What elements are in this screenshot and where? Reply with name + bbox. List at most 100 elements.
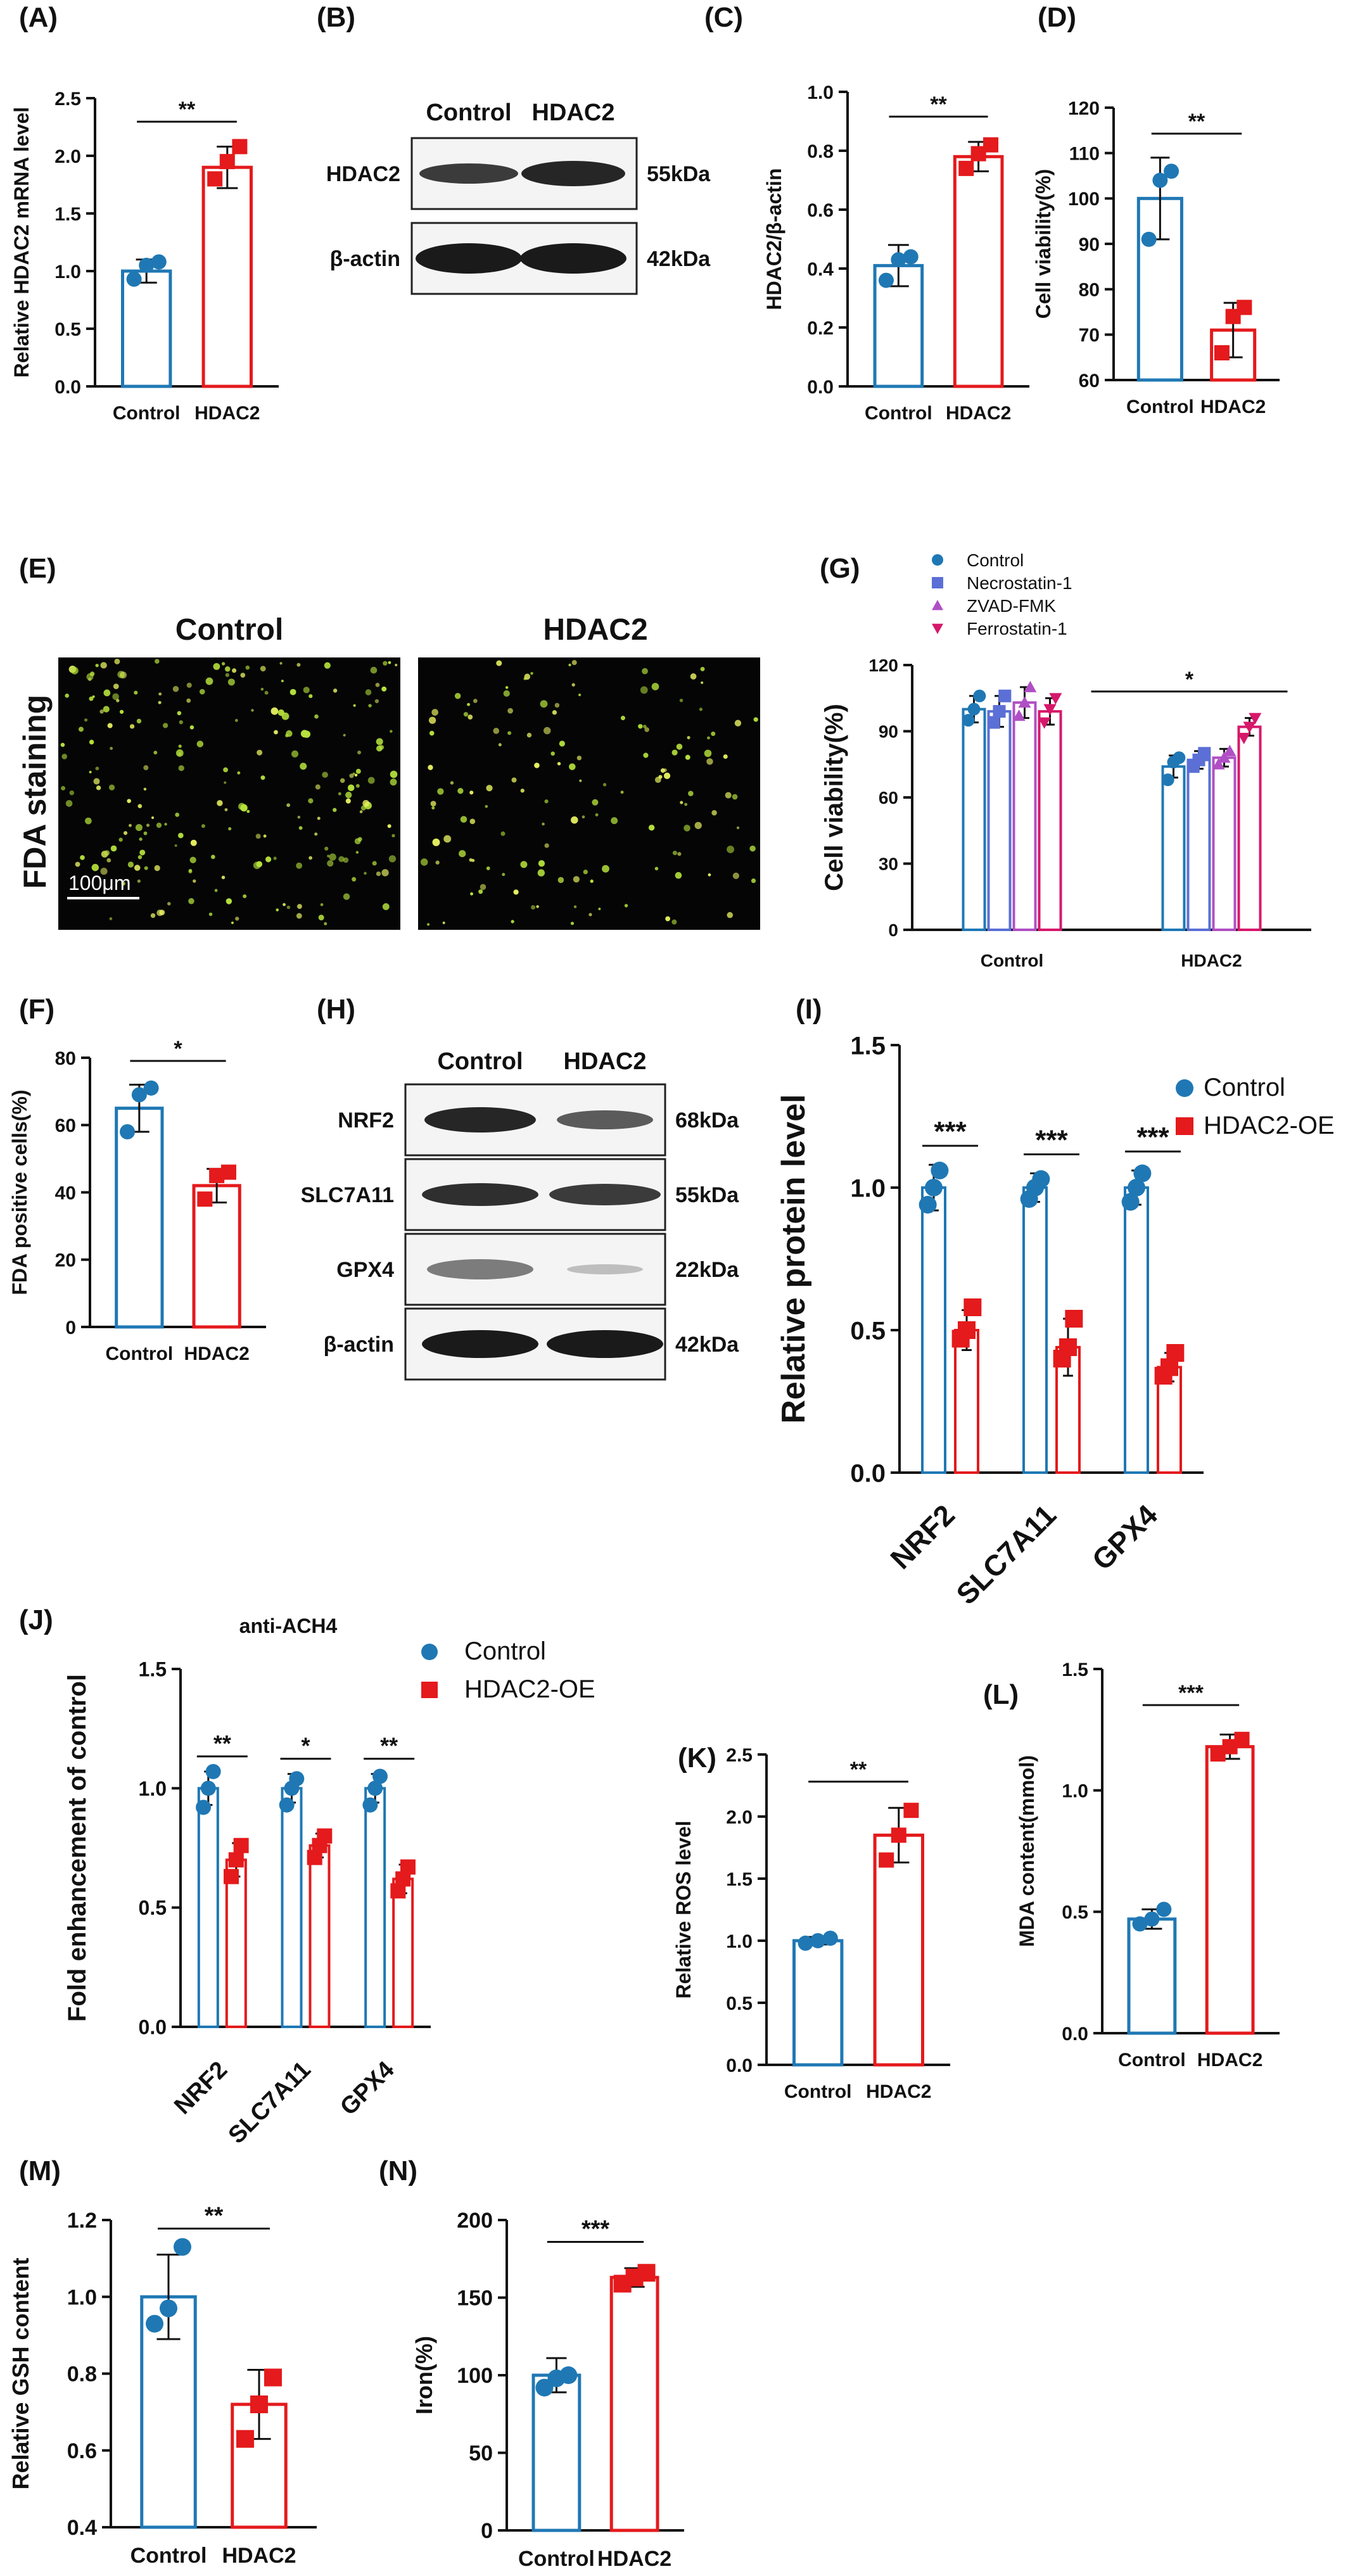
- legend-marker: [1176, 1079, 1193, 1097]
- cell-dot: [590, 879, 594, 883]
- data-point: [1166, 1344, 1185, 1362]
- cell-dot: [570, 922, 575, 925]
- x-tick-label: Control: [106, 1343, 174, 1364]
- cell-dot: [557, 877, 564, 884]
- y-axis-label: Fold enhancement of control: [63, 1674, 91, 2022]
- y-tick-label: 80: [55, 1048, 76, 1069]
- bar: [392, 1877, 414, 2028]
- cell-dot: [583, 869, 588, 875]
- cell-dot: [620, 790, 624, 794]
- data-point: [1237, 300, 1252, 315]
- cell-dot: [69, 790, 75, 796]
- cell-dot: [428, 765, 433, 770]
- data-point: [958, 1321, 976, 1339]
- protein-label: β-actin: [330, 247, 400, 271]
- y-tick-label: 1.0: [67, 2285, 97, 2309]
- legend-label: Control: [967, 550, 1024, 570]
- cell-dot: [679, 699, 684, 702]
- cell-dot: [78, 726, 84, 732]
- data-point: [1173, 751, 1186, 765]
- y-axis-label: Cell viability(%): [1032, 169, 1055, 319]
- cell-dot: [260, 687, 264, 691]
- cell-dot: [711, 809, 717, 816]
- x-tick-label: Control: [1118, 2050, 1186, 2071]
- blot-band: [422, 1183, 538, 1206]
- cell-dot: [338, 792, 341, 796]
- cell-dot: [732, 872, 739, 879]
- cell-dot: [372, 861, 377, 866]
- cell-dot: [279, 662, 283, 665]
- protein-label: β-actin: [324, 1333, 394, 1357]
- blot-band: [422, 1330, 538, 1358]
- cell-dot: [395, 663, 398, 667]
- cell-dot: [540, 700, 548, 708]
- bar: [1127, 1917, 1177, 2035]
- x-tick-label: HDAC2: [222, 2544, 296, 2568]
- cell-dot: [320, 903, 324, 906]
- data-point: [822, 1931, 838, 1946]
- x-tick-label: HDAC2: [1200, 397, 1266, 417]
- cell-dot: [486, 866, 490, 870]
- blot-band: [567, 1264, 643, 1274]
- data-point: [919, 1196, 937, 1214]
- panel-letter: (C): [704, 2, 743, 33]
- data-point: [962, 714, 975, 727]
- protein-label: SLC7A11: [301, 1183, 394, 1207]
- cell-dot: [237, 771, 241, 775]
- data-point: [903, 1803, 919, 1818]
- data-point: [903, 249, 919, 265]
- data-point: [891, 252, 906, 268]
- y-axis-label: Relative protein level: [775, 1094, 812, 1423]
- significance-label: *: [1185, 668, 1194, 692]
- cell-dot: [303, 687, 310, 694]
- cell-dot: [620, 716, 625, 721]
- cell-dot: [109, 917, 113, 920]
- cell-dot: [338, 856, 345, 863]
- cell-dot: [665, 916, 671, 922]
- y-tick-label: 0.2: [807, 318, 834, 339]
- cell-dot: [684, 825, 690, 832]
- cell-dot: [175, 749, 184, 757]
- panel-letter: (G): [820, 553, 860, 584]
- cell-dot: [467, 714, 473, 720]
- cell-dot: [308, 694, 313, 699]
- cell-dot: [227, 678, 235, 686]
- cell-dot: [129, 724, 135, 729]
- bar: [873, 1833, 924, 2067]
- cell-dot: [213, 663, 220, 670]
- cell-dot: [559, 740, 565, 747]
- blot-band: [427, 1259, 533, 1279]
- y-tick-label: 120: [868, 656, 898, 675]
- cell-dot: [349, 773, 354, 778]
- cell-dot: [235, 917, 239, 921]
- significance-label: **: [1188, 110, 1205, 134]
- legend-marker: [932, 600, 943, 611]
- cell-dot: [684, 803, 688, 806]
- cell-dot: [470, 892, 474, 896]
- data-point: [289, 1771, 305, 1787]
- cell-dot: [578, 694, 582, 697]
- data-point: [1018, 696, 1031, 708]
- cell-dot: [92, 695, 95, 698]
- y-tick-label: 30: [879, 854, 898, 874]
- cell-dot: [381, 869, 389, 877]
- cell-dot: [454, 693, 461, 699]
- data-point: [197, 1191, 213, 1207]
- cell-dot: [308, 856, 312, 860]
- cell-dot: [177, 711, 182, 716]
- y-tick-label: 1.2: [67, 2209, 97, 2233]
- cell-dot: [196, 740, 204, 747]
- x-tick-label: HDAC2: [1181, 951, 1242, 970]
- cell-dot: [314, 714, 319, 719]
- cell-dot: [530, 671, 533, 675]
- cell-dot: [158, 692, 162, 696]
- cell-dot: [314, 832, 318, 836]
- bar: [192, 1184, 241, 1329]
- y-tick-label: 0: [888, 920, 898, 940]
- cell-dot: [178, 832, 184, 839]
- chart-j: 0.0 0.5 1.0 1.5 NRF2 ** SLC7A11 * GPX4 ** Fold enh…: [63, 1615, 595, 2149]
- y-axis-label: Relative ROS level: [672, 1820, 695, 1998]
- cell-dot: [663, 772, 671, 780]
- x-tick-label: HDAC2: [597, 2547, 671, 2571]
- lane-label: Control: [437, 1048, 523, 1075]
